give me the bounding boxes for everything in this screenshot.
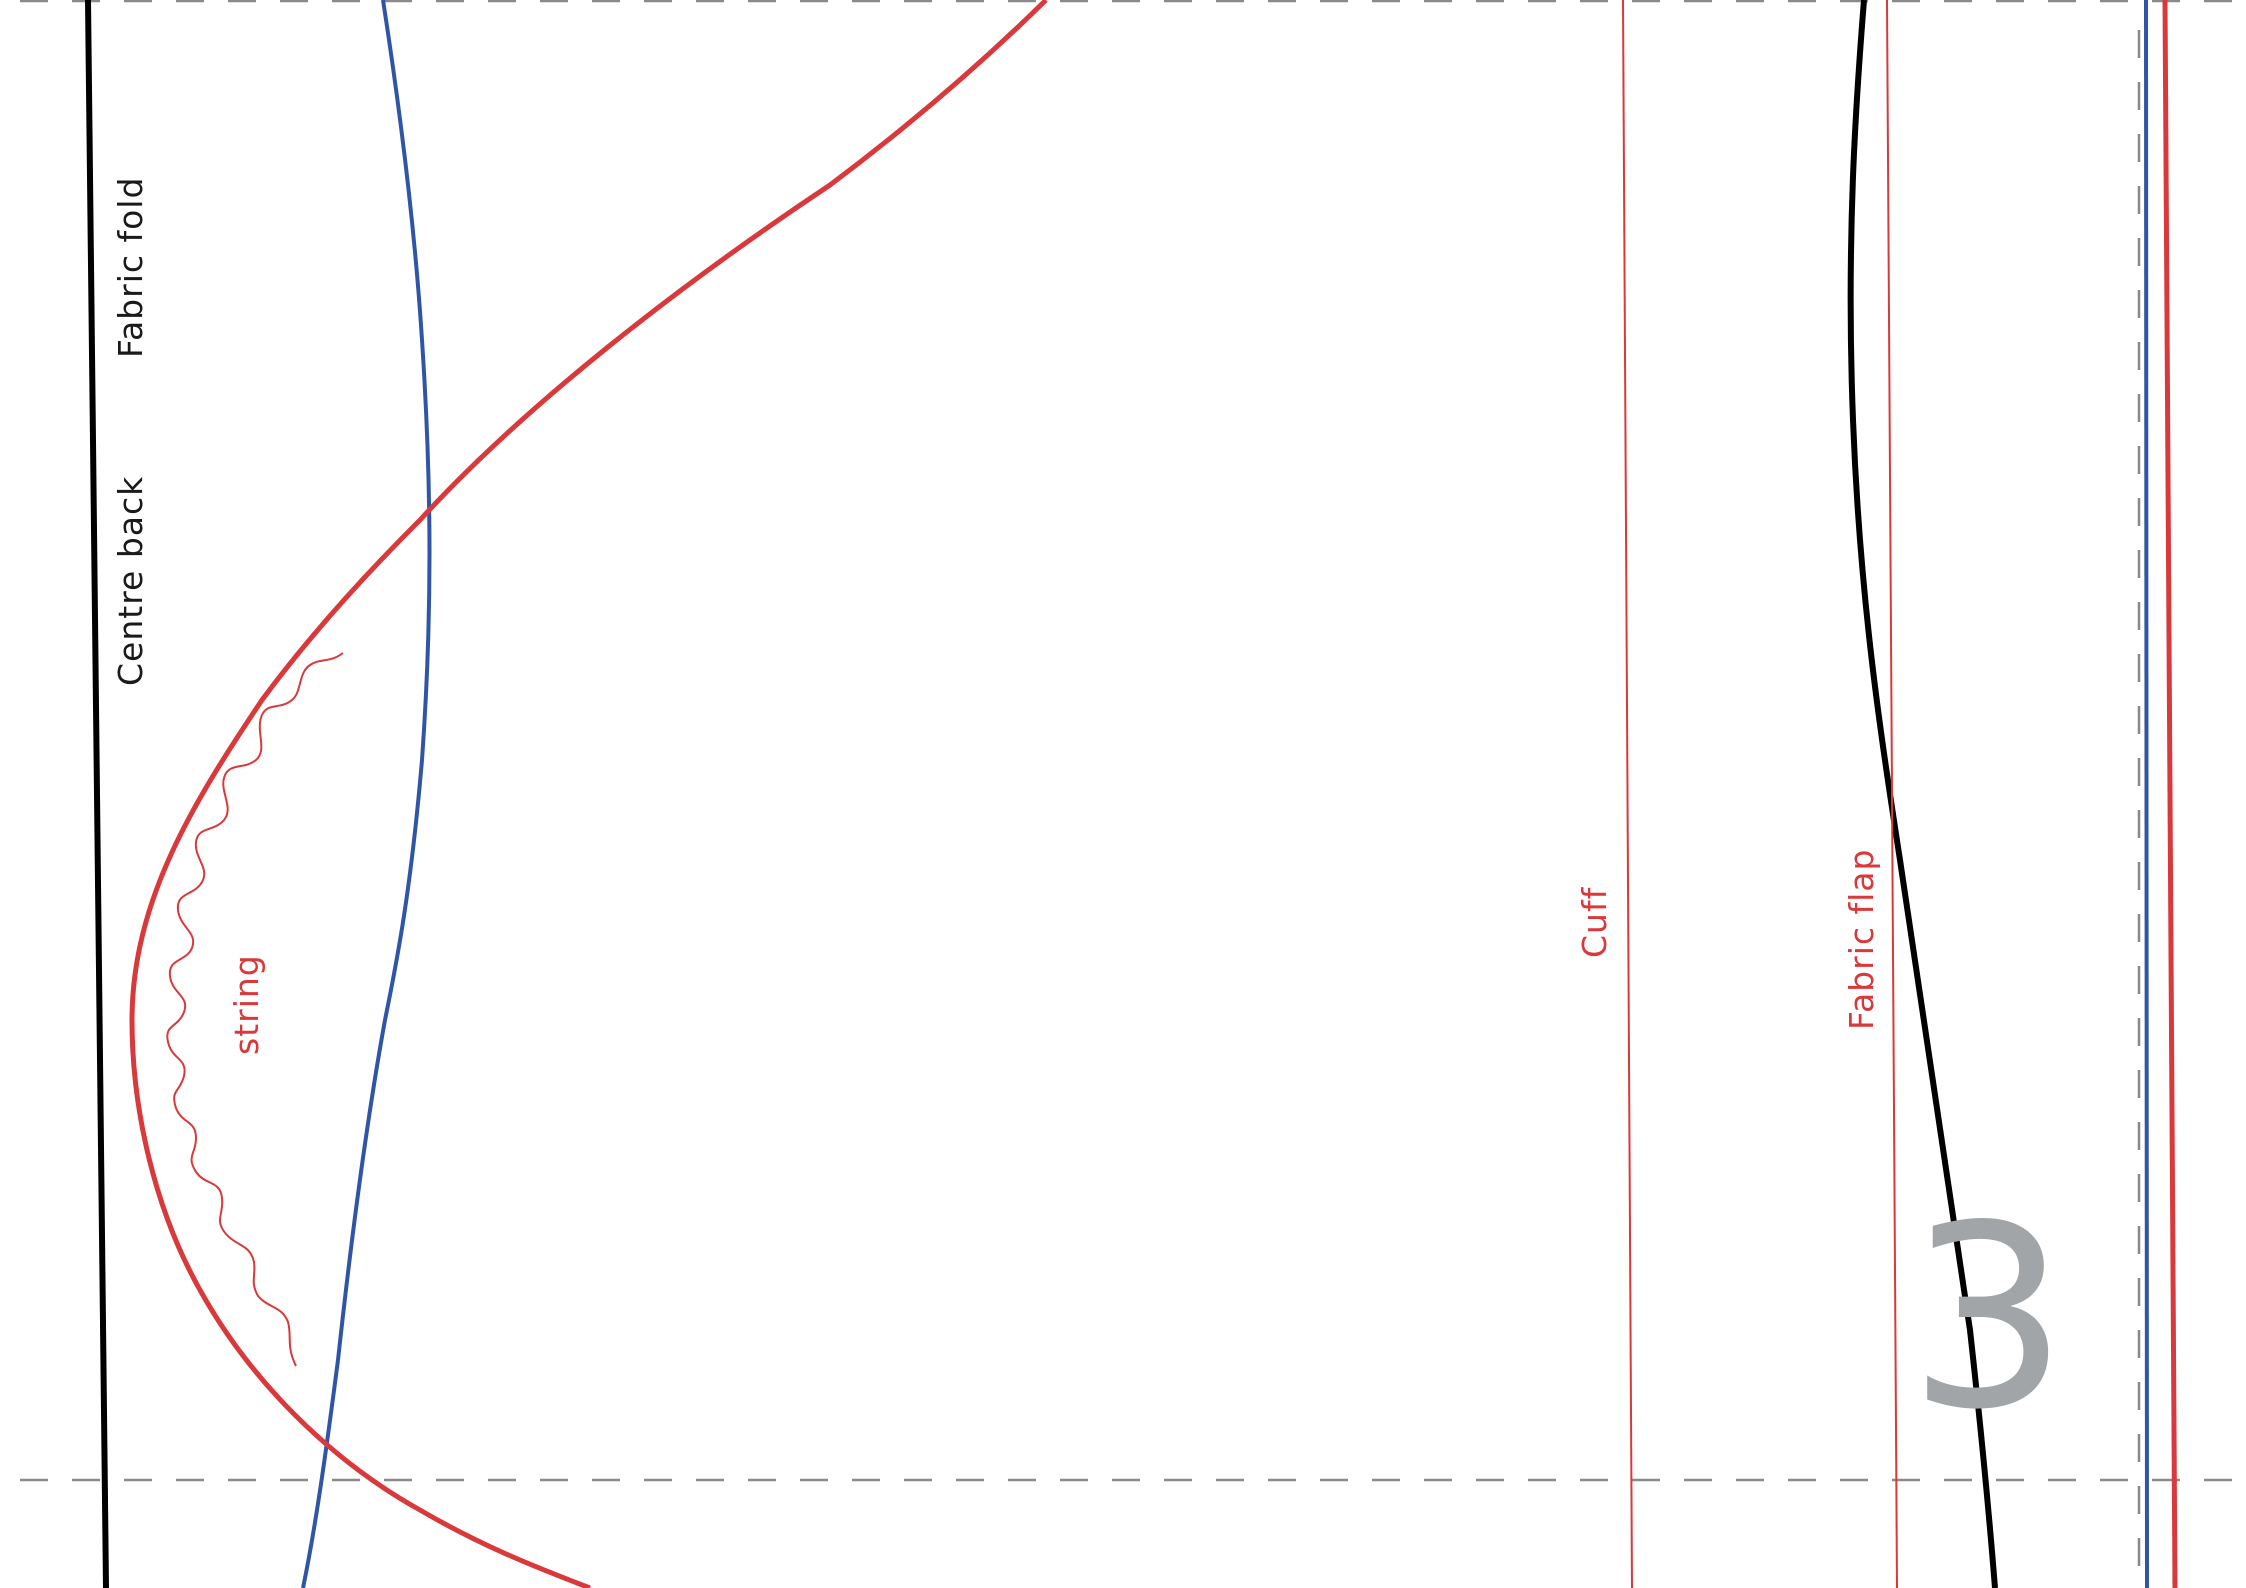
page-number: 3 <box>1908 1172 2068 1465</box>
cuff-label: Cuff <box>1575 886 1614 958</box>
red-pattern-curve <box>129 0 1048 1588</box>
fabric-flap-label: Fabric flap <box>1842 849 1881 1030</box>
fabric-fold-label: Fabric fold <box>111 177 150 358</box>
centre-back-line <box>85 0 109 1588</box>
blue-line-right <box>2144 0 2149 1588</box>
right-cut-line <box>1847 0 1998 1588</box>
cuff-line <box>1622 0 1633 1588</box>
red-line-far-right <box>2162 0 2178 1588</box>
blue-curve-left <box>301 0 432 1588</box>
string-squiggle <box>166 652 344 1367</box>
string-label: string <box>227 954 266 1055</box>
fabric-flap-line <box>1886 0 1898 1588</box>
centre-back-label: Centre back <box>111 476 150 686</box>
